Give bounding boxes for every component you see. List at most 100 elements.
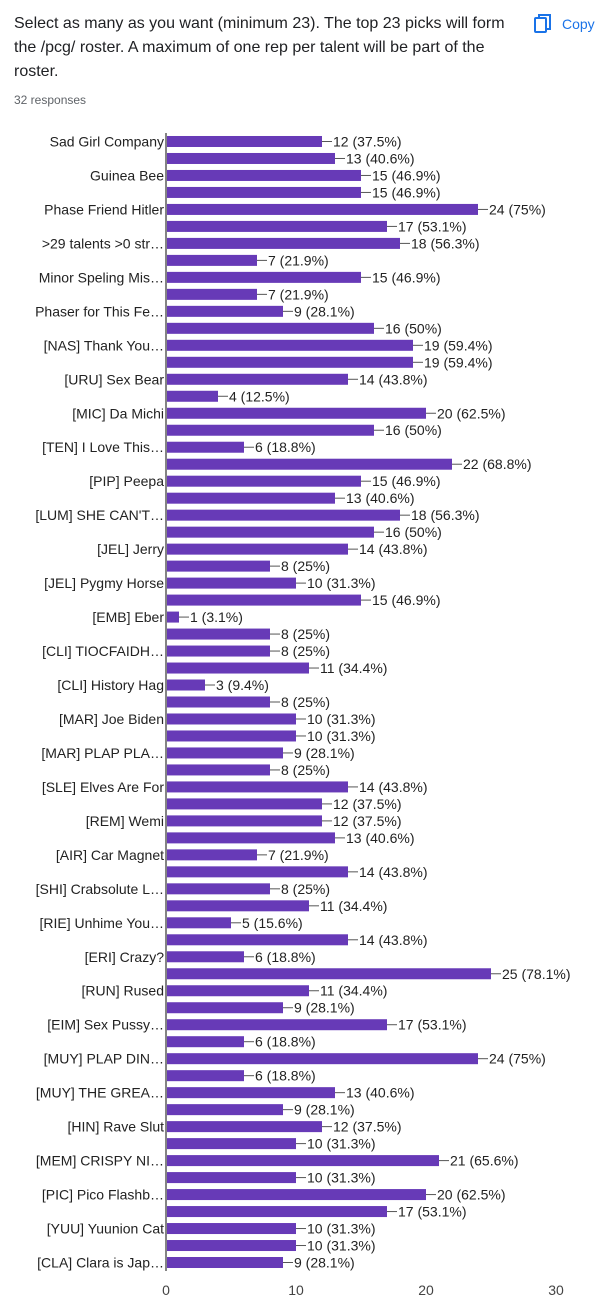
bar bbox=[167, 1138, 296, 1150]
data-label: 10 (31.3%) bbox=[307, 1170, 375, 1186]
bar bbox=[167, 764, 270, 776]
bar bbox=[167, 271, 361, 283]
bar bbox=[167, 373, 348, 385]
bar bbox=[167, 305, 283, 317]
category-label: [CLI] History Hag bbox=[57, 677, 164, 693]
data-label: 7 (21.9%) bbox=[268, 847, 329, 863]
category-label: Sad Girl Company bbox=[50, 133, 164, 149]
category-label: Phaser for This Fe… bbox=[35, 303, 164, 319]
data-label: 16 (50%) bbox=[385, 320, 442, 336]
bar bbox=[167, 152, 335, 164]
category-label: [AIR] Car Magnet bbox=[56, 847, 164, 863]
data-label: 19 (59.4%) bbox=[424, 354, 492, 370]
bar bbox=[167, 288, 257, 300]
category-label: [ERI] Crazy? bbox=[85, 949, 165, 965]
category-label: >29 talents >0 str… bbox=[42, 235, 164, 251]
bar bbox=[167, 407, 426, 419]
data-label: 9 (28.1%) bbox=[294, 745, 355, 761]
category-label: [MAR] PLAP PLA… bbox=[41, 745, 164, 761]
data-label: 20 (62.5%) bbox=[437, 1187, 505, 1203]
bar bbox=[167, 543, 348, 555]
data-label: 12 (37.5%) bbox=[333, 133, 401, 149]
data-label: 8 (25%) bbox=[281, 881, 330, 897]
data-label: 8 (25%) bbox=[281, 626, 330, 642]
bar bbox=[167, 135, 322, 147]
category-label: [MAR] Joe Biden bbox=[59, 711, 164, 727]
category-label: Guinea Bee bbox=[90, 167, 164, 183]
bar bbox=[167, 1002, 283, 1014]
data-label: 10 (31.3%) bbox=[307, 575, 375, 591]
category-label: [HIN] Rave Slut bbox=[68, 1119, 165, 1135]
bar bbox=[167, 441, 244, 453]
category-label: [LUM] SHE CAN'T… bbox=[35, 507, 164, 523]
data-label: 19 (59.4%) bbox=[424, 337, 492, 353]
bar bbox=[167, 883, 270, 895]
bar bbox=[167, 1223, 296, 1235]
bar bbox=[167, 832, 335, 844]
x-tick-label: 30 bbox=[548, 1282, 564, 1298]
bar bbox=[167, 356, 413, 368]
bar bbox=[167, 1206, 387, 1218]
data-label: 16 (50%) bbox=[385, 422, 442, 438]
data-label: 14 (43.8%) bbox=[359, 779, 427, 795]
bar bbox=[167, 985, 309, 997]
bar bbox=[167, 594, 361, 606]
data-label: 11 (34.4%) bbox=[320, 898, 387, 914]
data-label: 7 (21.9%) bbox=[268, 286, 329, 302]
data-label: 17 (53.1%) bbox=[398, 1017, 466, 1033]
category-label: [URU] Sex Bear bbox=[64, 371, 164, 387]
bar bbox=[167, 1036, 244, 1048]
bar bbox=[167, 577, 296, 589]
bar bbox=[167, 1070, 244, 1082]
data-label: 12 (37.5%) bbox=[333, 796, 401, 812]
bar bbox=[167, 951, 244, 963]
bar bbox=[167, 1053, 478, 1065]
copy-button[interactable]: Copy bbox=[534, 10, 595, 38]
bar bbox=[167, 815, 322, 827]
bar bbox=[167, 339, 413, 351]
data-label: 11 (34.4%) bbox=[320, 983, 387, 999]
data-label: 3 (9.4%) bbox=[216, 677, 269, 693]
bar bbox=[167, 1172, 296, 1184]
bar bbox=[167, 203, 478, 215]
x-tick-label: 10 bbox=[288, 1282, 304, 1298]
bar bbox=[167, 322, 374, 334]
data-label: 4 (12.5%) bbox=[229, 388, 290, 404]
category-label: [SHI] Crabsolute L… bbox=[36, 881, 164, 897]
data-label: 10 (31.3%) bbox=[307, 1238, 375, 1254]
bar bbox=[167, 526, 374, 538]
data-label: 9 (28.1%) bbox=[294, 1000, 355, 1016]
category-label: Phase Friend Hitler bbox=[44, 201, 164, 217]
data-label: 6 (18.8%) bbox=[255, 439, 316, 455]
bar bbox=[167, 628, 270, 640]
data-label: 14 (43.8%) bbox=[359, 371, 427, 387]
data-label: 15 (46.9%) bbox=[372, 184, 440, 200]
data-label: 6 (18.8%) bbox=[255, 1068, 316, 1084]
category-label: [CLA] Clara is Jap… bbox=[37, 1255, 164, 1271]
bar bbox=[167, 1121, 322, 1133]
category-label: [RIE] Unhime You… bbox=[39, 915, 164, 931]
data-label: 15 (46.9%) bbox=[372, 167, 440, 183]
bar bbox=[167, 798, 322, 810]
data-label: 24 (75%) bbox=[489, 1051, 546, 1067]
copy-icon bbox=[534, 14, 552, 34]
category-label: Minor Speling Mis… bbox=[39, 269, 164, 285]
category-label: [RUN] Rused bbox=[82, 983, 164, 999]
bar bbox=[167, 1155, 439, 1167]
data-label: 9 (28.1%) bbox=[294, 1255, 355, 1271]
category-label: [EMB] Eber bbox=[92, 609, 164, 625]
data-label: 14 (43.8%) bbox=[359, 541, 427, 557]
data-label: 17 (53.1%) bbox=[398, 218, 466, 234]
data-label: 17 (53.1%) bbox=[398, 1204, 466, 1220]
bar bbox=[167, 679, 205, 691]
category-label: [PIP] Peepa bbox=[89, 473, 164, 489]
data-label: 9 (28.1%) bbox=[294, 303, 355, 319]
bar bbox=[167, 560, 270, 572]
bar bbox=[167, 713, 296, 725]
data-label: 25 (78.1%) bbox=[502, 966, 570, 982]
data-label: 9 (28.1%) bbox=[294, 1102, 355, 1118]
data-label: 5 (15.6%) bbox=[242, 915, 303, 931]
data-label: 13 (40.6%) bbox=[346, 150, 414, 166]
bar bbox=[167, 509, 400, 521]
data-label: 13 (40.6%) bbox=[346, 1085, 414, 1101]
